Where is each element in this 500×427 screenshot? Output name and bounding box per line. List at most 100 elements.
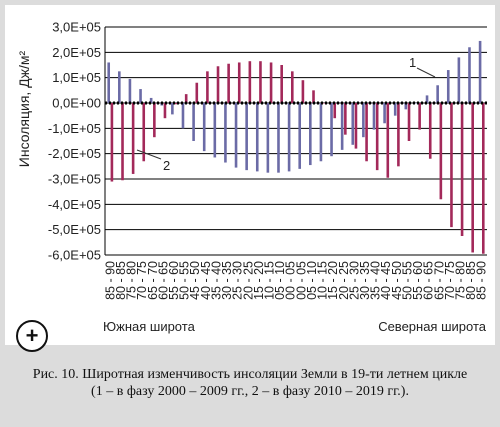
bar-series-1 bbox=[351, 103, 355, 145]
bar-series-1 bbox=[404, 103, 408, 110]
bar-series-1 bbox=[255, 103, 259, 172]
x-tick-label: 45 - 50 bbox=[188, 261, 202, 300]
bar-series-2 bbox=[142, 103, 146, 162]
bar-series-2 bbox=[153, 103, 156, 138]
x-tick-label: 05 - 10 bbox=[273, 261, 287, 300]
x-tick-label: 20 - 25 bbox=[337, 261, 351, 300]
x-tick-label: 15 - 20 bbox=[326, 261, 340, 300]
x-tick-label: 85 - 90 bbox=[103, 261, 117, 300]
bar-series-1 bbox=[139, 89, 142, 103]
bar-series-1 bbox=[298, 103, 302, 169]
bar-series-1 bbox=[213, 103, 217, 158]
bar-series-2 bbox=[110, 103, 114, 182]
y-axis-title: Инсоляция, Дж/м² bbox=[16, 50, 32, 167]
bar-series-1 bbox=[340, 103, 344, 150]
x-tick-label: 40 - 45 bbox=[199, 261, 213, 300]
bar-series-1 bbox=[128, 78, 132, 103]
insolation-chart: 3,0E+05 2,0E+05 1,0E+05 0,0E+00 -1,0E+05 -2,0… bbox=[16, 20, 489, 335]
bar-series-1 bbox=[362, 103, 365, 138]
bar-series-2 bbox=[333, 103, 337, 119]
bar-series-1 bbox=[383, 103, 386, 124]
bar-series-1 bbox=[372, 103, 376, 130]
figure-panel: 3,0E+05 2,0E+05 1,0E+05 0,0E+00 -1,0E+05 -2,0… bbox=[5, 5, 495, 345]
bar-series-1 bbox=[192, 103, 195, 141]
bar-series-1 bbox=[171, 103, 174, 115]
x-tick-label: 60 - 65 bbox=[422, 261, 436, 300]
bar-series-2 bbox=[450, 103, 453, 228]
bar-series-1 bbox=[277, 103, 280, 173]
x-tick-label: 00 - 05 bbox=[284, 261, 298, 300]
bar-series-1 bbox=[149, 97, 153, 103]
x-tick-label: 35 - 40 bbox=[209, 261, 223, 300]
bar-series-2 bbox=[280, 65, 283, 103]
bar-series-1 bbox=[393, 103, 397, 116]
x-tick-label: 80 - 85 bbox=[464, 261, 478, 300]
bar-series-1 bbox=[224, 103, 227, 163]
callout-2-leader bbox=[136, 149, 162, 160]
bar-series-2 bbox=[216, 66, 220, 103]
x-tick-label: 20 - 25 bbox=[241, 261, 255, 300]
grid-lines bbox=[105, 26, 487, 256]
bar-series-2 bbox=[248, 61, 252, 103]
callout-1-leader bbox=[416, 67, 436, 78]
bar-series-2 bbox=[227, 63, 230, 103]
y-tick-label: 2,0E+05 bbox=[52, 45, 101, 60]
bar-series-2 bbox=[259, 61, 262, 103]
bars bbox=[107, 40, 485, 254]
bar-series-1 bbox=[107, 62, 111, 103]
zoom-in-button[interactable]: + bbox=[16, 320, 48, 352]
y-tick-label: -4,0E+05 bbox=[48, 197, 101, 212]
x-tick-label: 45 - 50 bbox=[390, 261, 404, 300]
x-tick-label: 40 - 45 bbox=[379, 261, 393, 300]
x-tick-label: 05 - 10 bbox=[305, 261, 319, 300]
x-tick-label: 30 - 35 bbox=[220, 261, 234, 300]
x-tick-label: 70 - 75 bbox=[135, 261, 149, 300]
bar-series-1 bbox=[446, 70, 450, 103]
bar-series-2 bbox=[290, 71, 294, 103]
x-tick-label: 55 - 60 bbox=[167, 261, 181, 300]
x-tick-label: 55 - 60 bbox=[411, 261, 425, 300]
bar-series-2 bbox=[237, 62, 241, 103]
bar-series-1 bbox=[181, 103, 185, 129]
bar-series-2 bbox=[344, 103, 347, 135]
bar-series-2 bbox=[471, 103, 474, 253]
bar-series-2 bbox=[460, 103, 464, 236]
bar-series-2 bbox=[312, 90, 315, 103]
x-tick-label: 00 - 05 bbox=[294, 261, 308, 300]
bar-series-2 bbox=[184, 94, 188, 103]
y-tick-label: -1,0E+05 bbox=[48, 121, 101, 136]
x-tick-label: 80 - 85 bbox=[114, 261, 128, 300]
figure-caption: Рис. 10. Широтная изменчивость инсоляции… bbox=[0, 366, 500, 400]
bar-series-2 bbox=[386, 103, 390, 178]
bar-series-1 bbox=[287, 103, 291, 172]
x-tick-label: 75 - 80 bbox=[125, 261, 139, 300]
bar-series-1 bbox=[202, 103, 206, 152]
x-tick-label: 70 - 75 bbox=[443, 261, 457, 300]
x-tick-label: 30 - 35 bbox=[358, 261, 372, 300]
x-tick-label: 10 - 15 bbox=[262, 261, 276, 300]
plus-icon: + bbox=[25, 323, 39, 348]
bar-series-2 bbox=[269, 62, 273, 103]
bar-series-2 bbox=[428, 103, 432, 159]
bar-series-2 bbox=[418, 103, 421, 130]
y-tick-label: -5,0E+05 bbox=[48, 222, 101, 237]
bar-series-2 bbox=[121, 103, 124, 181]
bar-series-1 bbox=[478, 40, 482, 103]
axes bbox=[104, 27, 487, 255]
bar-series-2 bbox=[195, 82, 199, 103]
x-tick-label: 10 - 15 bbox=[316, 261, 330, 300]
y-tick-label: -3,0E+05 bbox=[48, 172, 101, 187]
callout-2-label: 2 bbox=[163, 158, 170, 173]
bar-series-1 bbox=[234, 103, 238, 168]
south-latitude-label: Южная широта bbox=[103, 319, 196, 334]
north-latitude-label: Северная широта bbox=[378, 319, 487, 334]
x-tick-label: 50 - 55 bbox=[400, 261, 414, 300]
bar-series-2 bbox=[439, 103, 443, 200]
x-tick-label: 65 - 70 bbox=[432, 261, 446, 300]
x-tick-label: 25 - 30 bbox=[231, 261, 245, 300]
bar-series-1 bbox=[330, 103, 333, 157]
bar-series-1 bbox=[319, 103, 323, 162]
bar-series-1 bbox=[436, 85, 439, 103]
bar-series-1 bbox=[425, 95, 429, 103]
